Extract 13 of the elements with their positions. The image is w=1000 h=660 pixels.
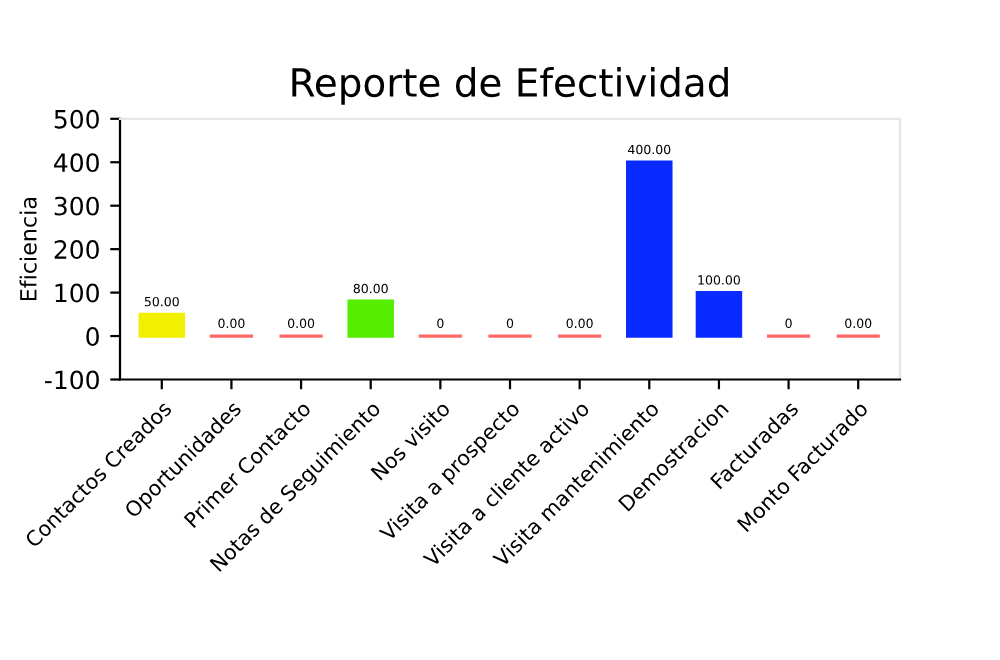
y-tick-label: 0 [86, 326, 99, 346]
bar [695, 290, 743, 338]
bar [626, 160, 673, 338]
y-tick-label: 500 [54, 109, 99, 129]
y-tick-label: 400 [54, 153, 99, 173]
y-tick-label: -100 [45, 370, 99, 390]
y-axis-title: Eficiencia [19, 198, 37, 301]
y-tick-label: 200 [54, 240, 99, 259]
y-tick-label: 100 [55, 283, 99, 303]
y-tick-label: 300 [54, 196, 99, 216]
bar [347, 299, 394, 338]
chart-title: Reporte de Efectividad [292, 67, 728, 105]
bar [138, 312, 186, 338]
